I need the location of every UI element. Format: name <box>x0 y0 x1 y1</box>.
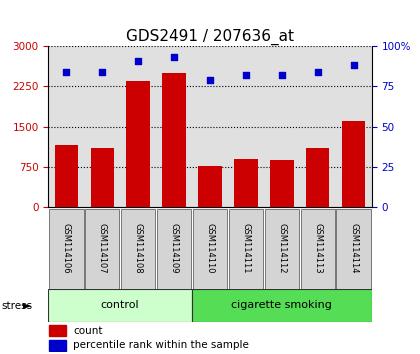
Point <box>243 72 249 78</box>
Text: GSM114113: GSM114113 <box>313 223 322 274</box>
Point <box>278 72 285 78</box>
Text: GSM114111: GSM114111 <box>241 223 250 274</box>
Bar <box>228 209 263 289</box>
Bar <box>121 209 155 289</box>
Text: GSM114108: GSM114108 <box>134 223 143 274</box>
Point <box>350 63 357 68</box>
Text: percentile rank within the sample: percentile rank within the sample <box>74 340 249 350</box>
Bar <box>336 209 371 289</box>
Point <box>207 77 213 83</box>
Text: GSM114114: GSM114114 <box>349 223 358 274</box>
Text: GSM114106: GSM114106 <box>62 223 71 274</box>
Bar <box>55 145 78 207</box>
Point <box>315 69 321 75</box>
Text: count: count <box>74 326 103 336</box>
Text: GSM114109: GSM114109 <box>170 223 178 274</box>
Text: GSM114112: GSM114112 <box>277 223 286 274</box>
Bar <box>157 209 192 289</box>
Point <box>135 58 142 63</box>
Bar <box>126 81 150 207</box>
Text: control: control <box>101 300 139 310</box>
Text: stress: stress <box>2 301 33 311</box>
Bar <box>163 73 186 207</box>
Bar <box>193 209 227 289</box>
Bar <box>342 121 365 207</box>
Text: cigarette smoking: cigarette smoking <box>231 300 332 310</box>
Bar <box>192 289 372 322</box>
Bar <box>85 209 119 289</box>
Bar <box>50 340 66 351</box>
Text: ►: ► <box>23 301 31 311</box>
Point <box>99 69 105 75</box>
Point <box>63 69 70 75</box>
Bar <box>265 209 299 289</box>
Bar <box>48 289 192 322</box>
Bar <box>301 209 335 289</box>
Title: GDS2491 / 207636_at: GDS2491 / 207636_at <box>126 28 294 45</box>
Bar <box>306 148 329 207</box>
Bar <box>91 148 114 207</box>
Point <box>171 55 177 60</box>
Bar <box>234 159 257 207</box>
Bar <box>50 325 66 336</box>
Bar <box>270 160 294 207</box>
Bar <box>198 166 222 207</box>
Text: GSM114107: GSM114107 <box>98 223 107 274</box>
Bar <box>49 209 84 289</box>
Text: GSM114110: GSM114110 <box>205 223 215 274</box>
